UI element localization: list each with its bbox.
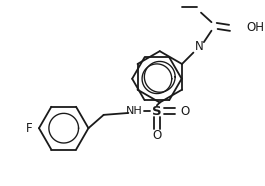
Text: OH: OH	[247, 21, 265, 34]
Text: S: S	[152, 105, 162, 118]
Text: O: O	[152, 129, 162, 142]
Text: O: O	[181, 105, 190, 118]
Text: NH: NH	[126, 106, 143, 116]
Text: N: N	[195, 40, 204, 53]
Text: F: F	[26, 122, 32, 135]
